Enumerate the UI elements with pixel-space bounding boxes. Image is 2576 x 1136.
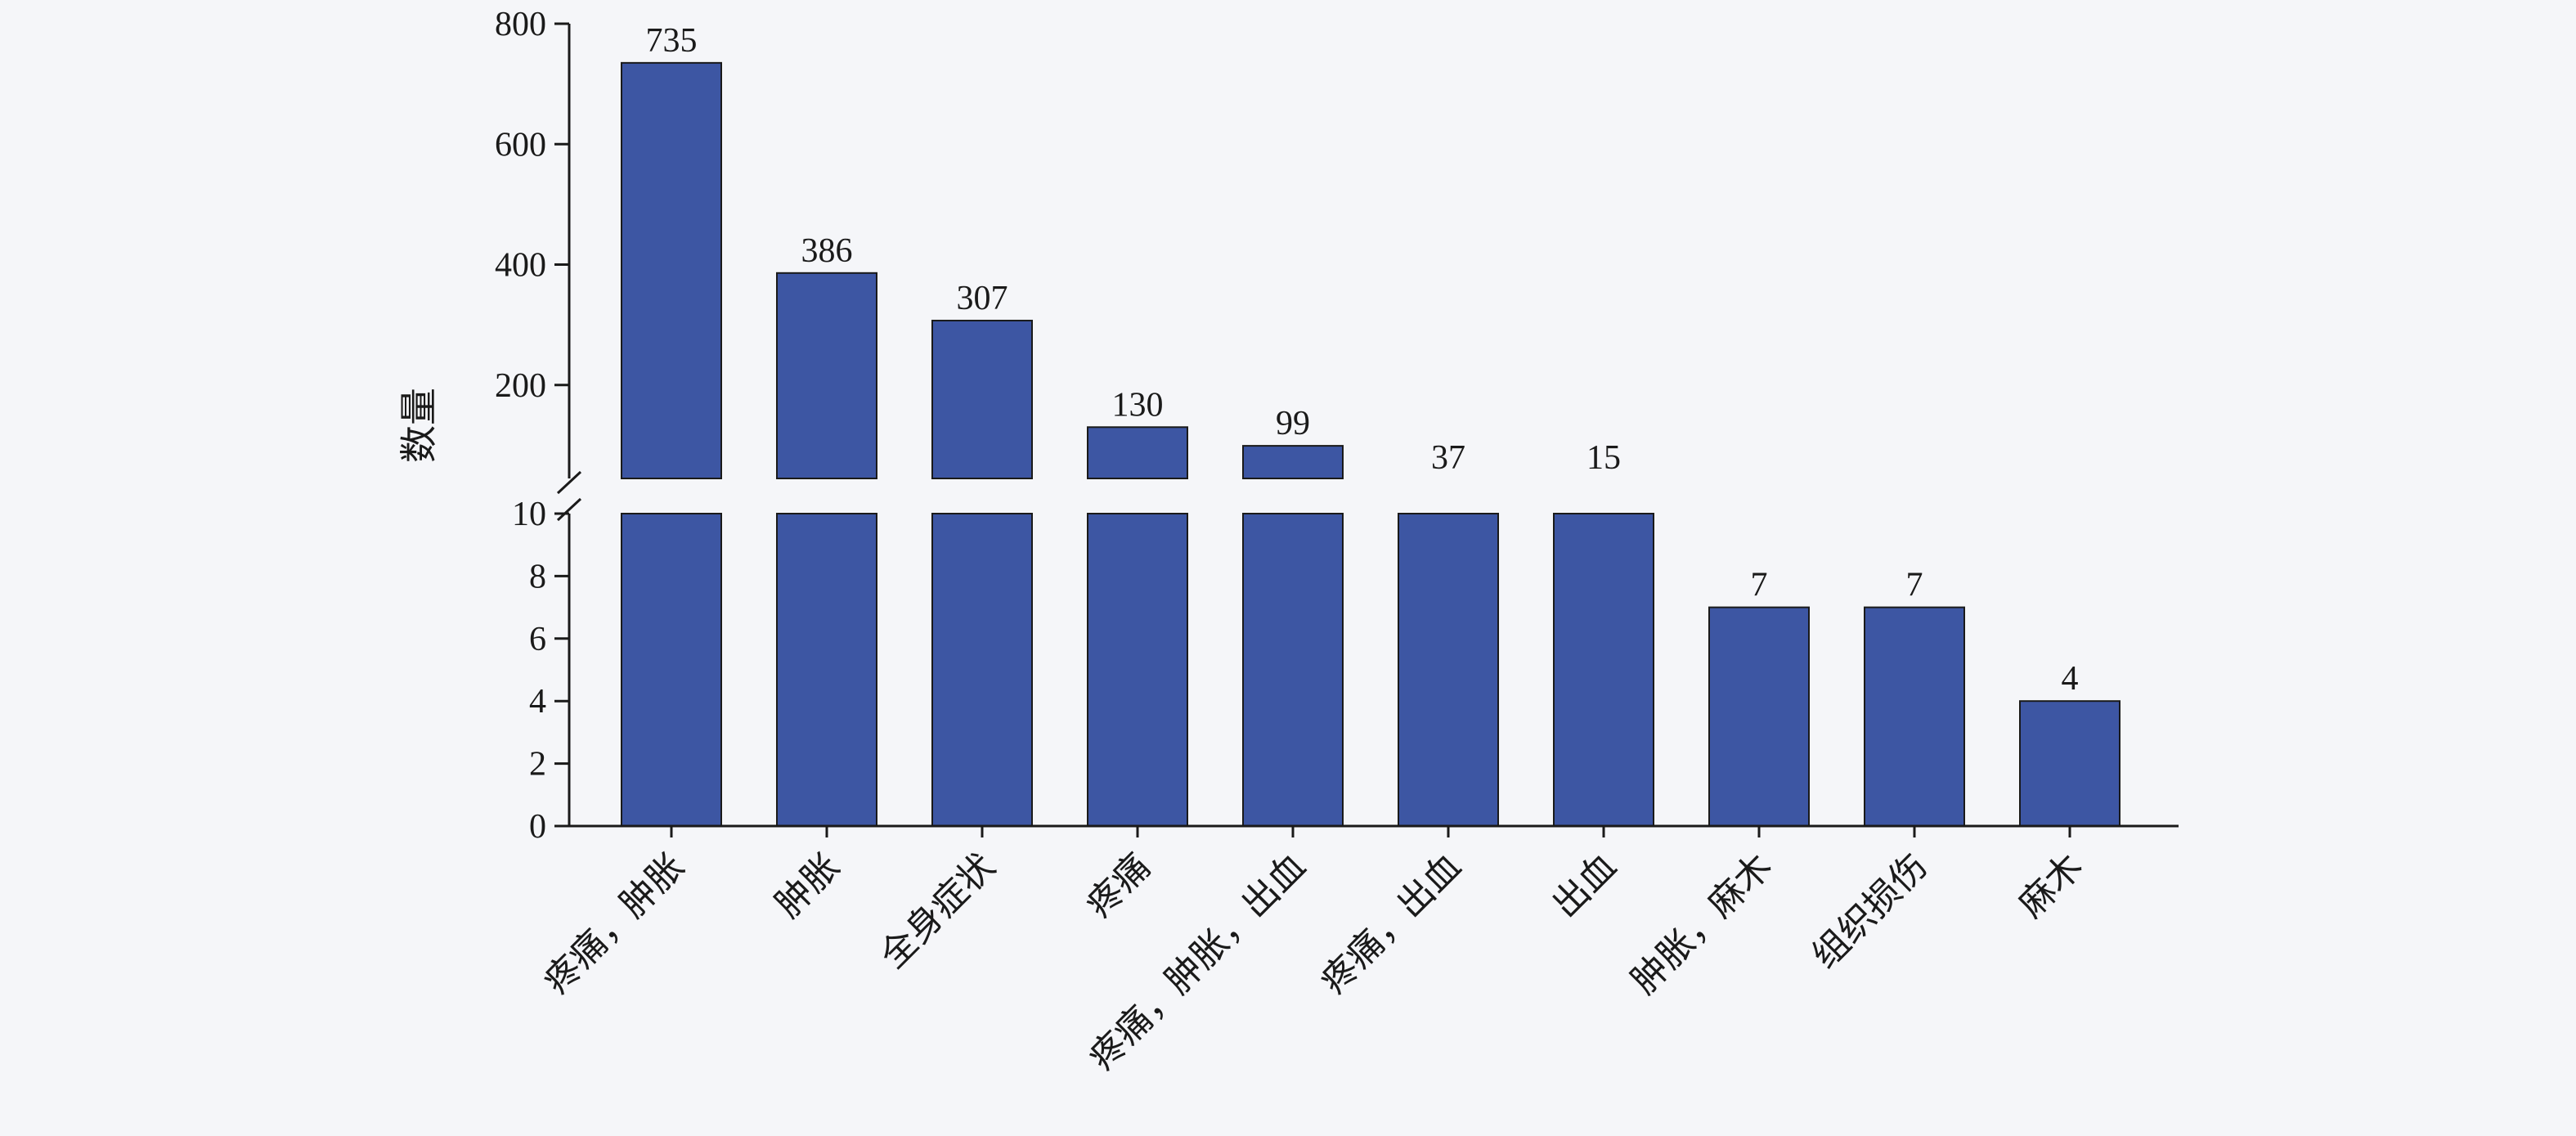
bar-lower-0	[621, 513, 722, 827]
data-label-7: 7	[1751, 567, 1768, 604]
x-tick-label-8: 组织损伤	[1805, 846, 1935, 976]
bar-upper-0	[621, 61, 722, 479]
bar-lower-3	[1087, 513, 1188, 827]
x-tick-label-0: 疼痛，肿胀	[536, 846, 692, 1001]
bar-lower-6	[1553, 513, 1654, 827]
x-tick-label-2: 全身症状	[873, 846, 1003, 976]
data-label-5: 37	[1431, 439, 1465, 477]
y-axis-break-mark-top	[556, 470, 582, 495]
y-tick-label-lower-0: 0	[529, 808, 546, 846]
y-tick-label-upper-0: 200	[495, 367, 546, 405]
y-tick-label-lower-2: 4	[529, 683, 546, 721]
x-tick-label-6: 出血	[1545, 846, 1624, 925]
bar-9	[2019, 700, 2120, 828]
y-tick-label-lower-3: 6	[529, 621, 546, 658]
data-label-9: 4	[2062, 660, 2079, 698]
x-tick-label-5: 疼痛，出血	[1313, 846, 1469, 1001]
bar-lower-4	[1242, 513, 1344, 827]
y-tick-label-lower-4: 8	[529, 558, 546, 595]
y-tick-label-upper-1: 400	[495, 247, 546, 285]
bar-lower-5	[1398, 513, 1499, 827]
y-tick-label-lower-1: 2	[529, 746, 546, 784]
y-tick-label-upper-2: 600	[495, 126, 546, 164]
x-tick-label-1: 肿胀	[768, 846, 847, 925]
data-label-3: 130	[1112, 386, 1164, 424]
x-tick-label-9: 麻木	[2011, 846, 2090, 925]
y-axis-break-mark-bottom	[556, 497, 582, 522]
y-tick-label-upper-3: 800	[495, 6, 546, 43]
bar-lower-2	[931, 513, 1033, 827]
bar-upper-4	[1242, 445, 1344, 480]
bar-upper-2	[931, 319, 1033, 479]
data-label-4: 99	[1276, 405, 1310, 442]
bar-8	[1864, 606, 1965, 827]
y-axis-title: 数量	[398, 388, 440, 463]
data-label-8: 7	[1906, 567, 1923, 604]
x-tick-label-3: 疼痛	[1079, 846, 1158, 925]
bar-upper-3	[1087, 426, 1188, 479]
data-label-2: 307	[957, 280, 1008, 317]
data-label-1: 386	[801, 232, 853, 270]
bar-lower-1	[776, 513, 877, 827]
bar-upper-1	[776, 272, 877, 479]
x-tick-label-7: 肿胀，麻木	[1624, 846, 1779, 1001]
data-label-6: 15	[1586, 439, 1621, 477]
y-tick-label-lower-5: 10	[512, 496, 546, 533]
bar-7	[1708, 606, 1810, 827]
data-label-0: 735	[646, 22, 698, 60]
